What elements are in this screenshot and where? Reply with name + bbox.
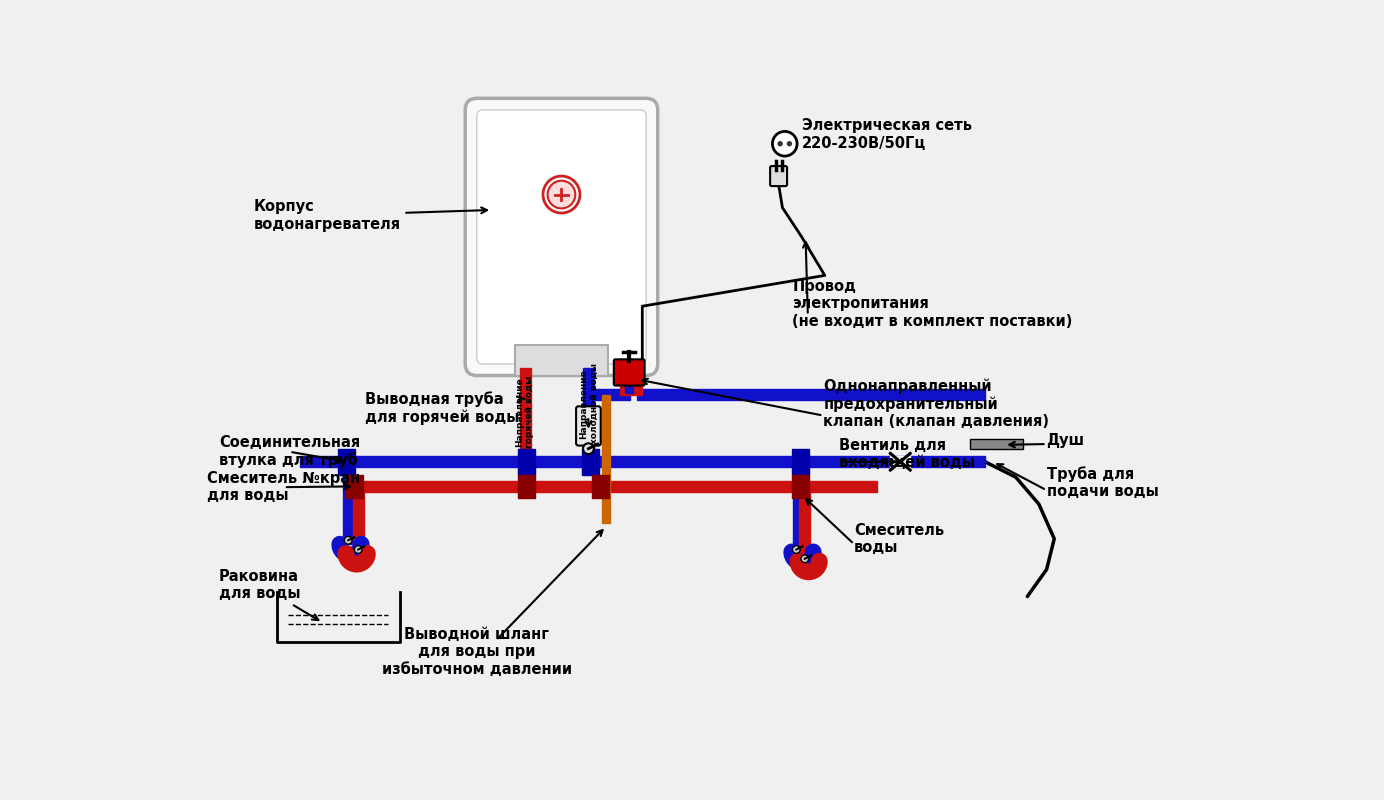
Bar [637,390,985,400]
Bar [353,492,364,554]
Text: Смеситель №кран
для воды: Смеситель №кран для воды [208,471,360,503]
Text: Смеситель
воды: Смеситель воды [854,522,944,555]
Circle shape [583,443,594,454]
Bar [626,384,632,394]
Text: Душ: Душ [1046,434,1085,449]
Circle shape [786,141,792,146]
Circle shape [548,181,576,209]
FancyBboxPatch shape [576,406,601,446]
Text: Раковина
для воды: Раковина для воды [219,569,318,620]
Circle shape [793,546,800,554]
Bar [594,390,630,400]
Bar [583,368,594,467]
Text: Соединительная
втулка для труб: Соединительная втулка для труб [219,435,360,468]
Bar [793,449,810,475]
Bar [515,345,608,375]
Bar [793,467,804,552]
FancyBboxPatch shape [476,110,646,364]
Bar [343,467,353,544]
Circle shape [345,537,352,544]
Bar [518,475,534,498]
Text: Корпус
водонагревателя: Корпус водонагревателя [253,199,487,231]
Bar [602,394,610,522]
Text: Провод
электропитания
(не входит в комплект поставки): Провод электропитания (не входит в компл… [793,279,1073,329]
Bar [592,475,609,498]
Bar [620,382,642,394]
Text: Однонаправленный
предохранительный
клапан (клапан давления): Однонаправленный предохранительный клапа… [823,378,1049,430]
Text: Выводная труба
для горячей воды: Выводная труба для горячей воды [365,391,525,425]
Circle shape [801,555,808,562]
Bar [583,394,594,456]
Text: Направление
горячей воды: Направление горячей воды [515,375,534,448]
Bar [346,475,363,498]
FancyBboxPatch shape [770,166,787,186]
Bar [346,481,877,492]
Circle shape [354,546,363,554]
Text: Труба для
подачи воды: Труба для подачи воды [1046,466,1158,499]
FancyBboxPatch shape [465,98,657,375]
Bar [890,456,911,467]
Bar [300,456,985,467]
Bar [518,449,534,475]
Bar [800,492,810,561]
Text: Направление
холодной воды: Направление холодной воды [580,363,599,445]
Text: Вентиль для
входящей воды: Вентиль для входящей воды [839,438,974,470]
Circle shape [543,176,580,213]
Circle shape [772,131,797,156]
Bar [583,449,599,475]
Bar [970,438,1023,450]
FancyBboxPatch shape [614,359,645,386]
Bar [520,456,530,492]
Circle shape [778,141,783,146]
Bar [338,449,356,475]
Bar [520,368,530,492]
Bar [793,475,810,498]
Text: Электрическая сеть
220-230В/50Гц: Электрическая сеть 220-230В/50Гц [801,118,972,150]
Text: Выводной шланг
для воды при
избыточном давлении: Выводной шланг для воды при избыточном д… [382,627,572,677]
